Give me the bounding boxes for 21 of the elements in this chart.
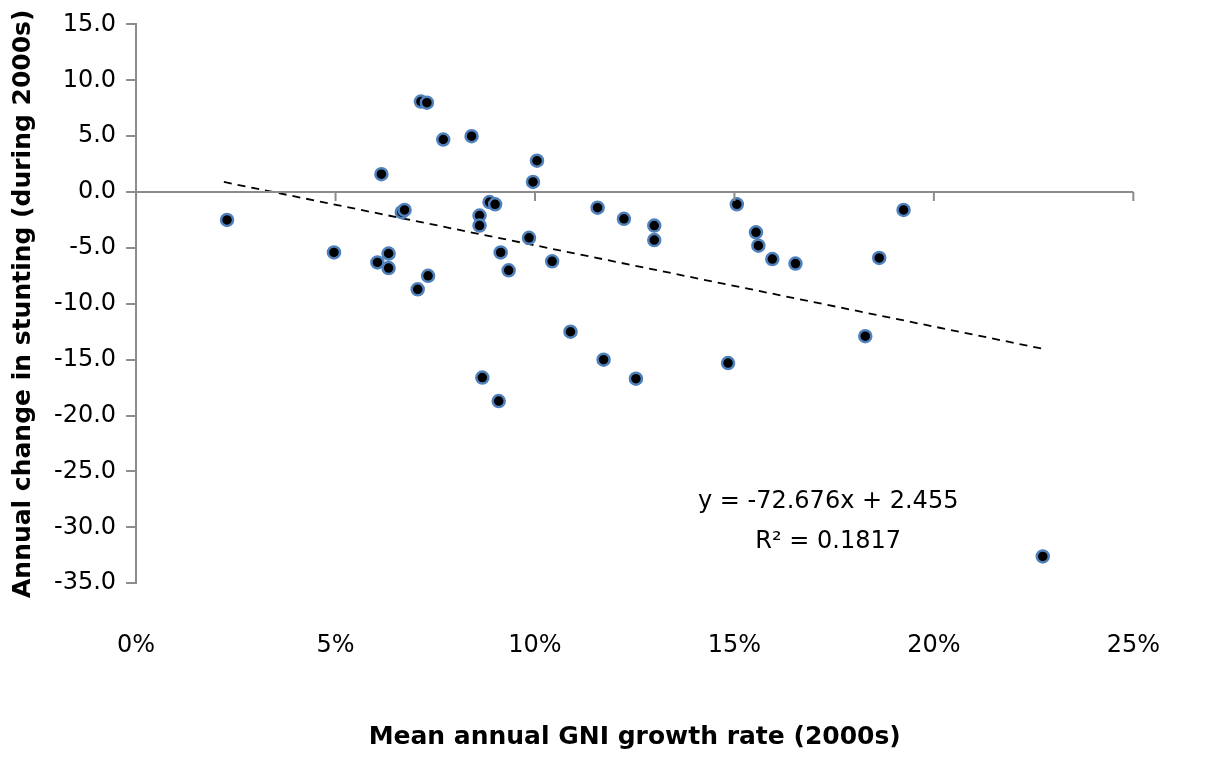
- y-axis-title: Annual change in stunting (during 2000s): [6, 9, 36, 599]
- y-tick-label: 0.0: [77, 176, 117, 205]
- x-axis-title: Mean annual GNI growth rate (2000s): [368, 720, 901, 750]
- y-tick-label: -20.0: [53, 399, 117, 428]
- y-tick-label: 10.0: [62, 64, 117, 93]
- x-tick-label: 25%: [1106, 629, 1160, 658]
- x-tick-label: 20%: [907, 629, 961, 658]
- x-tick-label: 15%: [707, 629, 762, 658]
- y-tick-label: -25.0: [53, 455, 117, 484]
- x-tick-label: 10%: [508, 629, 562, 658]
- y-tick-label: -30.0: [53, 511, 117, 540]
- y-tick-label: -35.0: [53, 567, 117, 596]
- y-tick-label: 15.0: [62, 8, 117, 37]
- y-tick-label: -15.0: [53, 343, 117, 372]
- y-tick-label: 5.0: [77, 120, 117, 149]
- annotation: y = -72.676x + 2.455: [697, 486, 959, 515]
- annotation: R² = 0.1817: [755, 525, 901, 554]
- y-tick-label: -10.0: [53, 288, 117, 317]
- x-tick-label: 0%: [117, 629, 156, 658]
- x-tick-label: 5%: [316, 629, 355, 658]
- y-tick-label: -5.0: [69, 232, 117, 261]
